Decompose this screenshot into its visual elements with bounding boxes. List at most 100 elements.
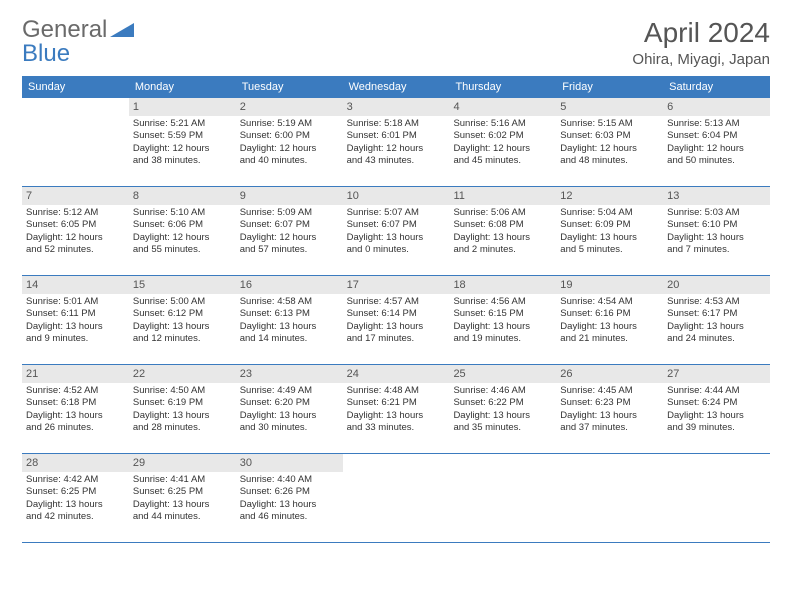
brand-name-part1: General	[22, 16, 107, 43]
calendar-day: 30Sunrise: 4:40 AMSunset: 6:26 PMDayligh…	[236, 454, 343, 542]
sunset-text: Sunset: 6:13 PM	[240, 308, 339, 320]
daylight2-text: and 42 minutes.	[26, 511, 125, 523]
day-info: Sunrise: 4:52 AMSunset: 6:18 PMDaylight:…	[24, 385, 127, 434]
calendar-day: 7Sunrise: 5:12 AMSunset: 6:05 PMDaylight…	[22, 187, 129, 275]
calendar-day: 2Sunrise: 5:19 AMSunset: 6:00 PMDaylight…	[236, 98, 343, 186]
day-info: Sunrise: 5:18 AMSunset: 6:01 PMDaylight:…	[345, 118, 448, 167]
brand-logo: General Blue	[22, 18, 134, 66]
calendar-day: 29 Sunrise: 4:41 AMSunset: 6:25 PMDayligh…	[129, 454, 236, 542]
daylight2-text: and 40 minutes.	[240, 155, 339, 167]
daylight1-text: Daylight: 13 hours	[133, 499, 232, 511]
daylight1-text: Daylight: 13 hours	[347, 410, 446, 422]
daylight2-text: and 55 minutes.	[133, 244, 232, 256]
day-number: 29	[129, 454, 236, 472]
daylight2-text: and 39 minutes.	[667, 422, 766, 434]
calendar-day	[663, 454, 770, 542]
daylight1-text: Daylight: 13 hours	[560, 321, 659, 333]
day-number: 19	[556, 276, 663, 294]
day-number: 18	[449, 276, 556, 294]
calendar-day: 21Sunrise: 4:52 AMSunset: 6:18 PMDayligh…	[22, 365, 129, 453]
day-number: 5	[556, 98, 663, 116]
day-number: 25	[449, 365, 556, 383]
calendar-week: 28Sunrise: 4:42 AMSunset: 6:25 PMDayligh…	[22, 454, 770, 543]
calendar-day: 26Sunrise: 4:45 AMSunset: 6:23 PMDayligh…	[556, 365, 663, 453]
sunset-text: Sunset: 6:21 PM	[347, 397, 446, 409]
sunset-text: Sunset: 6:09 PM	[560, 219, 659, 231]
calendar-week: 7Sunrise: 5:12 AMSunset: 6:05 PMDaylight…	[22, 187, 770, 276]
daylight1-text: Daylight: 12 hours	[453, 143, 552, 155]
day-info: Sunrise: 5:15 AMSunset: 6:03 PMDaylight:…	[558, 118, 661, 167]
sunset-text: Sunset: 6:23 PM	[560, 397, 659, 409]
sunset-text: Sunset: 6:16 PM	[560, 308, 659, 320]
day-number: 27	[663, 365, 770, 383]
sunset-text: Sunset: 6:04 PM	[667, 130, 766, 142]
daylight1-text: Daylight: 13 hours	[667, 410, 766, 422]
calendar-day: 1Sunrise: 5:21 AMSunset: 5:59 PMDaylight…	[129, 98, 236, 186]
day-info: Sunrise: 5:16 AMSunset: 6:02 PMDaylight:…	[451, 118, 554, 167]
daylight2-text: and 44 minutes.	[133, 511, 232, 523]
daylight1-text: Daylight: 13 hours	[240, 410, 339, 422]
day-info: Sunrise: 5:07 AMSunset: 6:07 PMDaylight:…	[345, 207, 448, 256]
daylight1-text: Daylight: 12 hours	[560, 143, 659, 155]
day-number: 13	[663, 187, 770, 205]
day-info: Sunrise: 4:49 AMSunset: 6:20 PMDaylight:…	[238, 385, 341, 434]
sunrise-text: Sunrise: 5:10 AM	[133, 207, 232, 219]
day-info: Sunrise: 4:45 AMSunset: 6:23 PMDaylight:…	[558, 385, 661, 434]
day-number: 7	[22, 187, 129, 205]
calendar-day: 25Sunrise: 4:46 AMSunset: 6:22 PMDayligh…	[449, 365, 556, 453]
sunrise-text: Sunrise: 5:15 AM	[560, 118, 659, 130]
sunset-text: Sunset: 6:12 PM	[133, 308, 232, 320]
sunset-text: Sunset: 6:14 PM	[347, 308, 446, 320]
day-info: Sunrise: 4:58 AMSunset: 6:13 PMDaylight:…	[238, 296, 341, 345]
sunrise-text: Sunrise: 4:49 AM	[240, 385, 339, 397]
daylight2-text: and 2 minutes.	[453, 244, 552, 256]
daylight2-text: and 35 minutes.	[453, 422, 552, 434]
daylight2-text: and 14 minutes.	[240, 333, 339, 345]
sunrise-text: Sunrise: 5:19 AM	[240, 118, 339, 130]
calendar-week: 21Sunrise: 4:52 AMSunset: 6:18 PMDayligh…	[22, 365, 770, 454]
sunset-text: Sunset: 5:59 PM	[133, 130, 232, 142]
calendar-week: 1Sunrise: 5:21 AMSunset: 5:59 PMDaylight…	[22, 98, 770, 187]
daylight1-text: Daylight: 12 hours	[347, 143, 446, 155]
day-info: Sunrise: 5:21 AMSunset: 5:59 PMDaylight:…	[131, 118, 234, 167]
calendar-day: 12Sunrise: 5:04 AMSunset: 6:09 PMDayligh…	[556, 187, 663, 275]
day-info: Sunrise: 5:04 AMSunset: 6:09 PMDaylight:…	[558, 207, 661, 256]
day-header-sunday: Sunday	[22, 81, 129, 93]
day-number: 22	[129, 365, 236, 383]
sunset-text: Sunset: 6:22 PM	[453, 397, 552, 409]
day-info: Sunrise: 5:06 AMSunset: 6:08 PMDaylight:…	[451, 207, 554, 256]
calendar-page: General Blue April 2024 Ohira, Miyagi, J…	[0, 0, 792, 561]
daylight2-text: and 38 minutes.	[133, 155, 232, 167]
calendar-day: 8Sunrise: 5:10 AMSunset: 6:06 PMDaylight…	[129, 187, 236, 275]
calendar-day	[449, 454, 556, 542]
sunrise-text: Sunrise: 4:56 AM	[453, 296, 552, 308]
daylight1-text: Daylight: 13 hours	[133, 410, 232, 422]
daylight1-text: Daylight: 13 hours	[26, 410, 125, 422]
day-header-monday: Monday	[129, 81, 236, 93]
sunrise-text: Sunrise: 4:46 AM	[453, 385, 552, 397]
calendar-day: 15Sunrise: 5:00 AMSunset: 6:12 PMDayligh…	[129, 276, 236, 364]
month-title: April 2024	[632, 18, 770, 49]
day-number: 24	[343, 365, 450, 383]
day-number: 15	[129, 276, 236, 294]
sunset-text: Sunset: 6:03 PM	[560, 130, 659, 142]
calendar-day	[343, 454, 450, 542]
daylight1-text: Daylight: 12 hours	[133, 143, 232, 155]
sunrise-text: Sunrise: 5:06 AM	[453, 207, 552, 219]
daylight2-text: and 33 minutes.	[347, 422, 446, 434]
calendar-day: 17Sunrise: 4:57 AMSunset: 6:14 PMDayligh…	[343, 276, 450, 364]
day-info: Sunrise: 5:03 AMSunset: 6:10 PMDaylight:…	[665, 207, 768, 256]
day-info: Sunrise: 4:54 AMSunset: 6:16 PMDaylight:…	[558, 296, 661, 345]
daylight2-text: and 17 minutes.	[347, 333, 446, 345]
day-info: Sunrise: 4:41 AMSunset: 6:25 PMDaylight:…	[131, 474, 234, 523]
day-info: Sunrise: 5:13 AMSunset: 6:04 PMDaylight:…	[665, 118, 768, 167]
day-number: 28	[22, 454, 129, 472]
day-info: Sunrise: 5:09 AMSunset: 6:07 PMDaylight:…	[238, 207, 341, 256]
day-info: Sunrise: 4:57 AMSunset: 6:14 PMDaylight:…	[345, 296, 448, 345]
daylight1-text: Daylight: 12 hours	[240, 232, 339, 244]
triangle-icon	[110, 23, 134, 37]
daylight1-text: Daylight: 13 hours	[26, 321, 125, 333]
calendar-day	[556, 454, 663, 542]
daylight2-text: and 46 minutes.	[240, 511, 339, 523]
sunset-text: Sunset: 6:07 PM	[240, 219, 339, 231]
